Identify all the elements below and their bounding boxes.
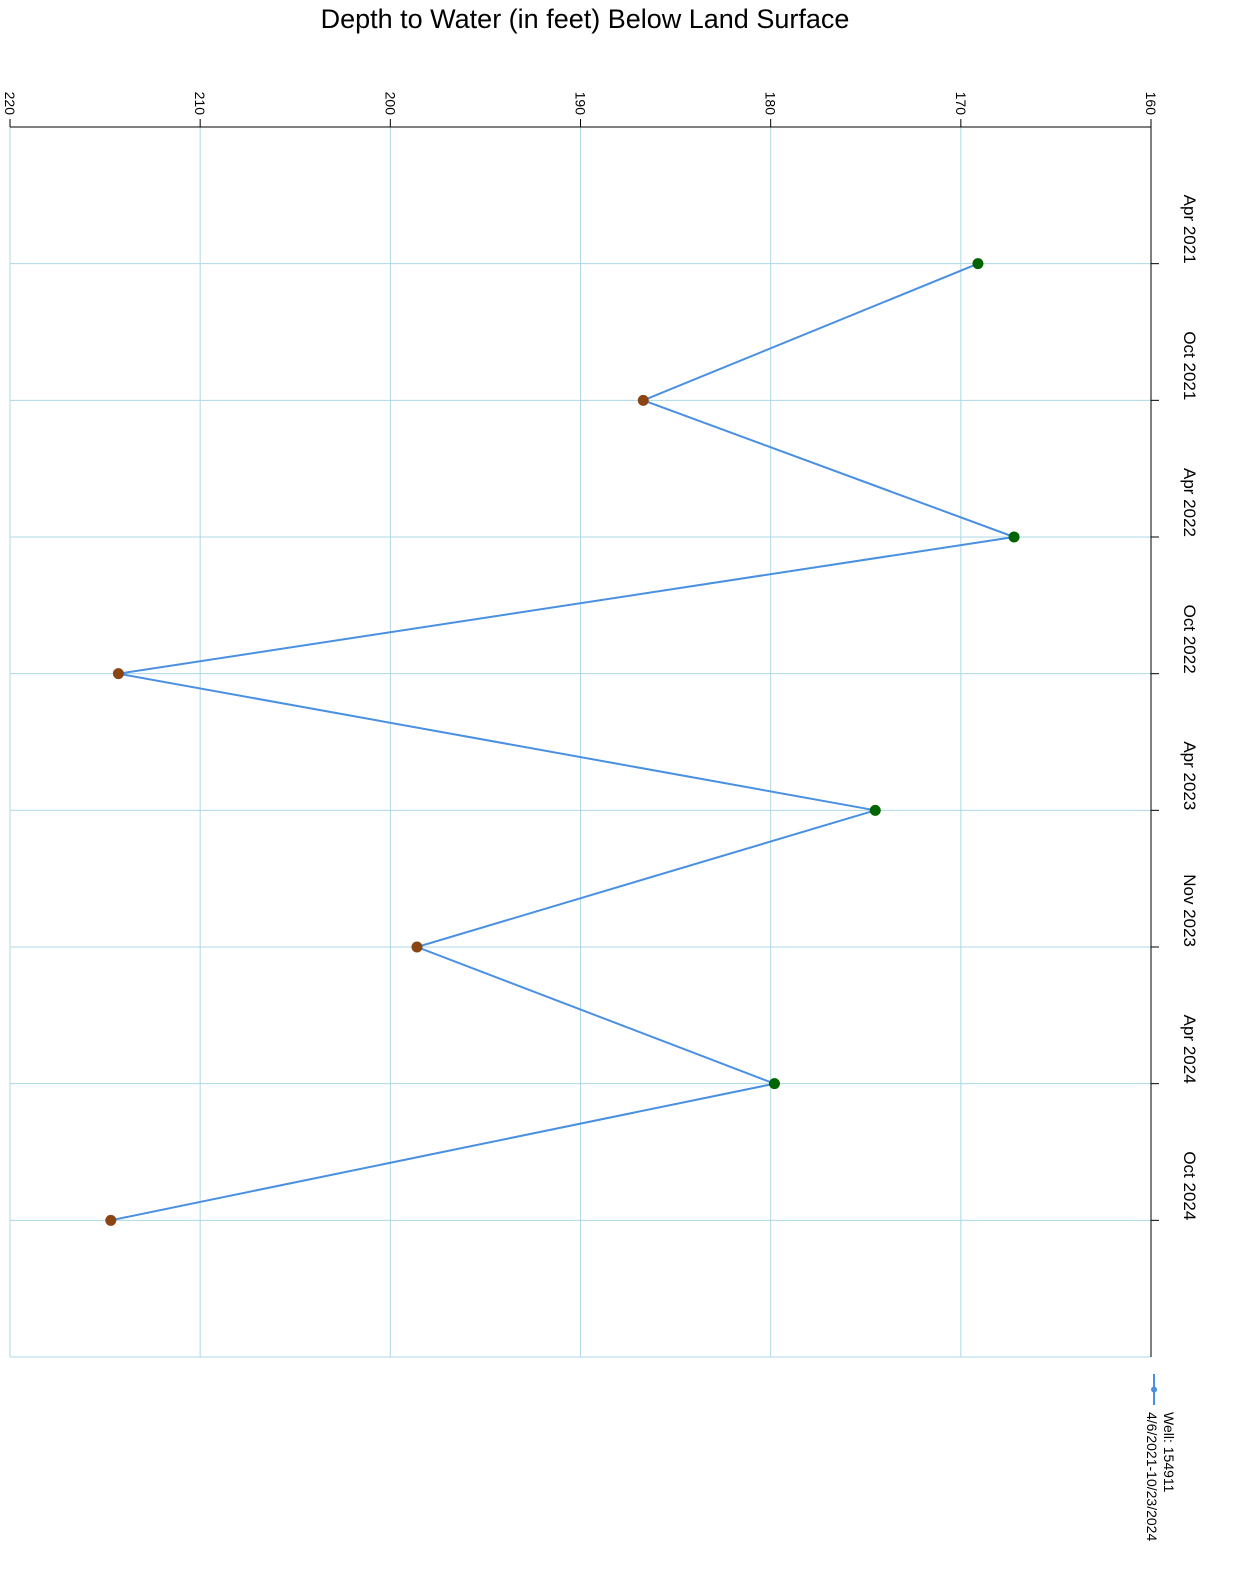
data-point-3[interactable]	[112, 668, 124, 680]
category-ticks: Apr 2021 Oct 2021 Apr 2022 Oct 2022 Apr 2023…	[1151, 195, 1199, 1221]
value-tick-label-160: 160	[1143, 92, 1159, 116]
category-label-2: Apr 2022	[1180, 468, 1199, 537]
value-tick-label-180: 180	[763, 92, 779, 116]
legend-series-name: Well: 154911	[1161, 1412, 1177, 1493]
series-line	[110, 262, 1015, 1222]
value-tick-label-190: 190	[573, 92, 589, 116]
data-point-6[interactable]	[768, 1078, 780, 1090]
value-tick-label-170: 170	[953, 92, 969, 116]
data-point-1[interactable]	[637, 394, 649, 406]
value-tick-label-200: 200	[382, 92, 398, 116]
series-well	[105, 258, 1020, 1226]
data-point-0[interactable]	[972, 258, 984, 270]
grid-lines	[9, 127, 1151, 1358]
category-label-7: Oct 2024	[1180, 1151, 1199, 1220]
category-label-1: Oct 2021	[1180, 331, 1199, 400]
data-point-4[interactable]	[869, 804, 881, 816]
category-label-6: Apr 2024	[1180, 1015, 1199, 1084]
legend-series-range: 4/6/2021-10/23/2024	[1144, 1412, 1160, 1541]
value-tick-label-220: 220	[2, 92, 18, 116]
chart-title: Depth to Water (in feet) Below Land Surf…	[320, 4, 850, 34]
data-point-7[interactable]	[105, 1214, 117, 1226]
category-label-0: Apr 2021	[1180, 195, 1199, 264]
category-label-5: Nov 2023	[1180, 874, 1199, 947]
value-ticks: 220 210 200 190 180 170 160	[2, 92, 1159, 127]
legend-point-swatch	[1151, 1386, 1157, 1393]
category-label-3: Oct 2022	[1180, 605, 1199, 674]
data-point-2[interactable]	[1008, 531, 1020, 543]
data-point-5[interactable]	[411, 941, 423, 953]
category-label-4: Apr 2023	[1180, 741, 1199, 810]
value-tick-label-210: 210	[192, 92, 208, 116]
